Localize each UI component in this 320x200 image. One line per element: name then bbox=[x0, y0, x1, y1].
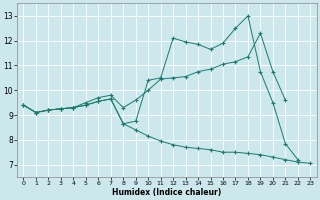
X-axis label: Humidex (Indice chaleur): Humidex (Indice chaleur) bbox=[112, 188, 221, 197]
